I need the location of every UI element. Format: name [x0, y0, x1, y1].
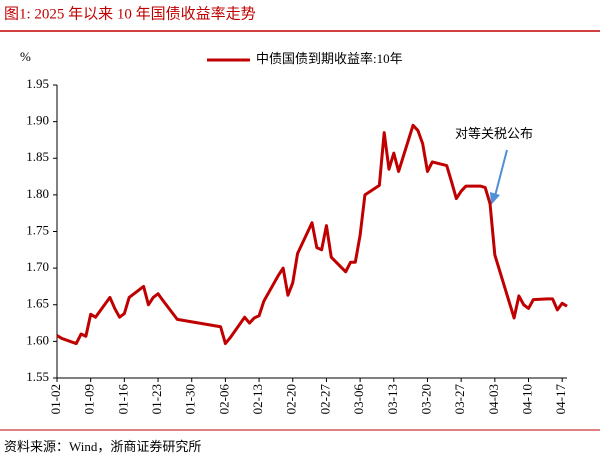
y-tick-label: 1.95: [26, 76, 49, 91]
line: [56, 123, 568, 346]
annotation: 对等关税公布: [455, 126, 533, 141]
x-tick-label: 01-16: [115, 384, 130, 415]
x-tick-label: 01-23: [149, 384, 164, 414]
annotation-arrow: [494, 149, 508, 197]
x-tick-label: 03-20: [418, 384, 433, 414]
x-tick-label: 03-27: [452, 384, 467, 415]
x-tick-label: 02-13: [250, 384, 265, 414]
y-tick-label: 1.90: [26, 113, 49, 128]
x-tick-label: 02-06: [216, 384, 231, 415]
y-tick-label: 1.55: [26, 369, 49, 384]
x-tick-label: 02-27: [317, 384, 332, 415]
x-tick-label: 04-03: [486, 384, 501, 414]
x-tick-label: 01-02: [48, 384, 63, 414]
x-tick-label: 03-13: [385, 384, 400, 414]
y-axis-label: %: [20, 49, 31, 64]
x-tick-label: 01-30: [183, 384, 198, 414]
x-tick-label: 03-06: [351, 384, 366, 415]
x-tick-label: 01-09: [82, 384, 97, 414]
y-tick-label: 1.70: [26, 259, 49, 274]
source: 资料来源：Wind，浙商证券研究所: [4, 439, 201, 454]
legend-label: 中债国债到期收益率:10年: [256, 51, 403, 66]
x-tick-label: 04-10: [519, 384, 534, 414]
y-tick-label: 1.85: [26, 149, 49, 164]
y-tick-label: 1.75: [26, 222, 49, 237]
chart-title: 图1: 2025 年以来 10 年国债收益率走势: [4, 5, 256, 22]
x-tick-label: 02-20: [284, 384, 299, 414]
y-tick-label: 1.80: [26, 186, 49, 201]
y-tick-label: 1.65: [26, 296, 49, 311]
annotation-arrowhead: [490, 192, 500, 205]
y-tick-label: 1.60: [26, 332, 49, 347]
x-tick-label: 04-17: [553, 384, 568, 415]
